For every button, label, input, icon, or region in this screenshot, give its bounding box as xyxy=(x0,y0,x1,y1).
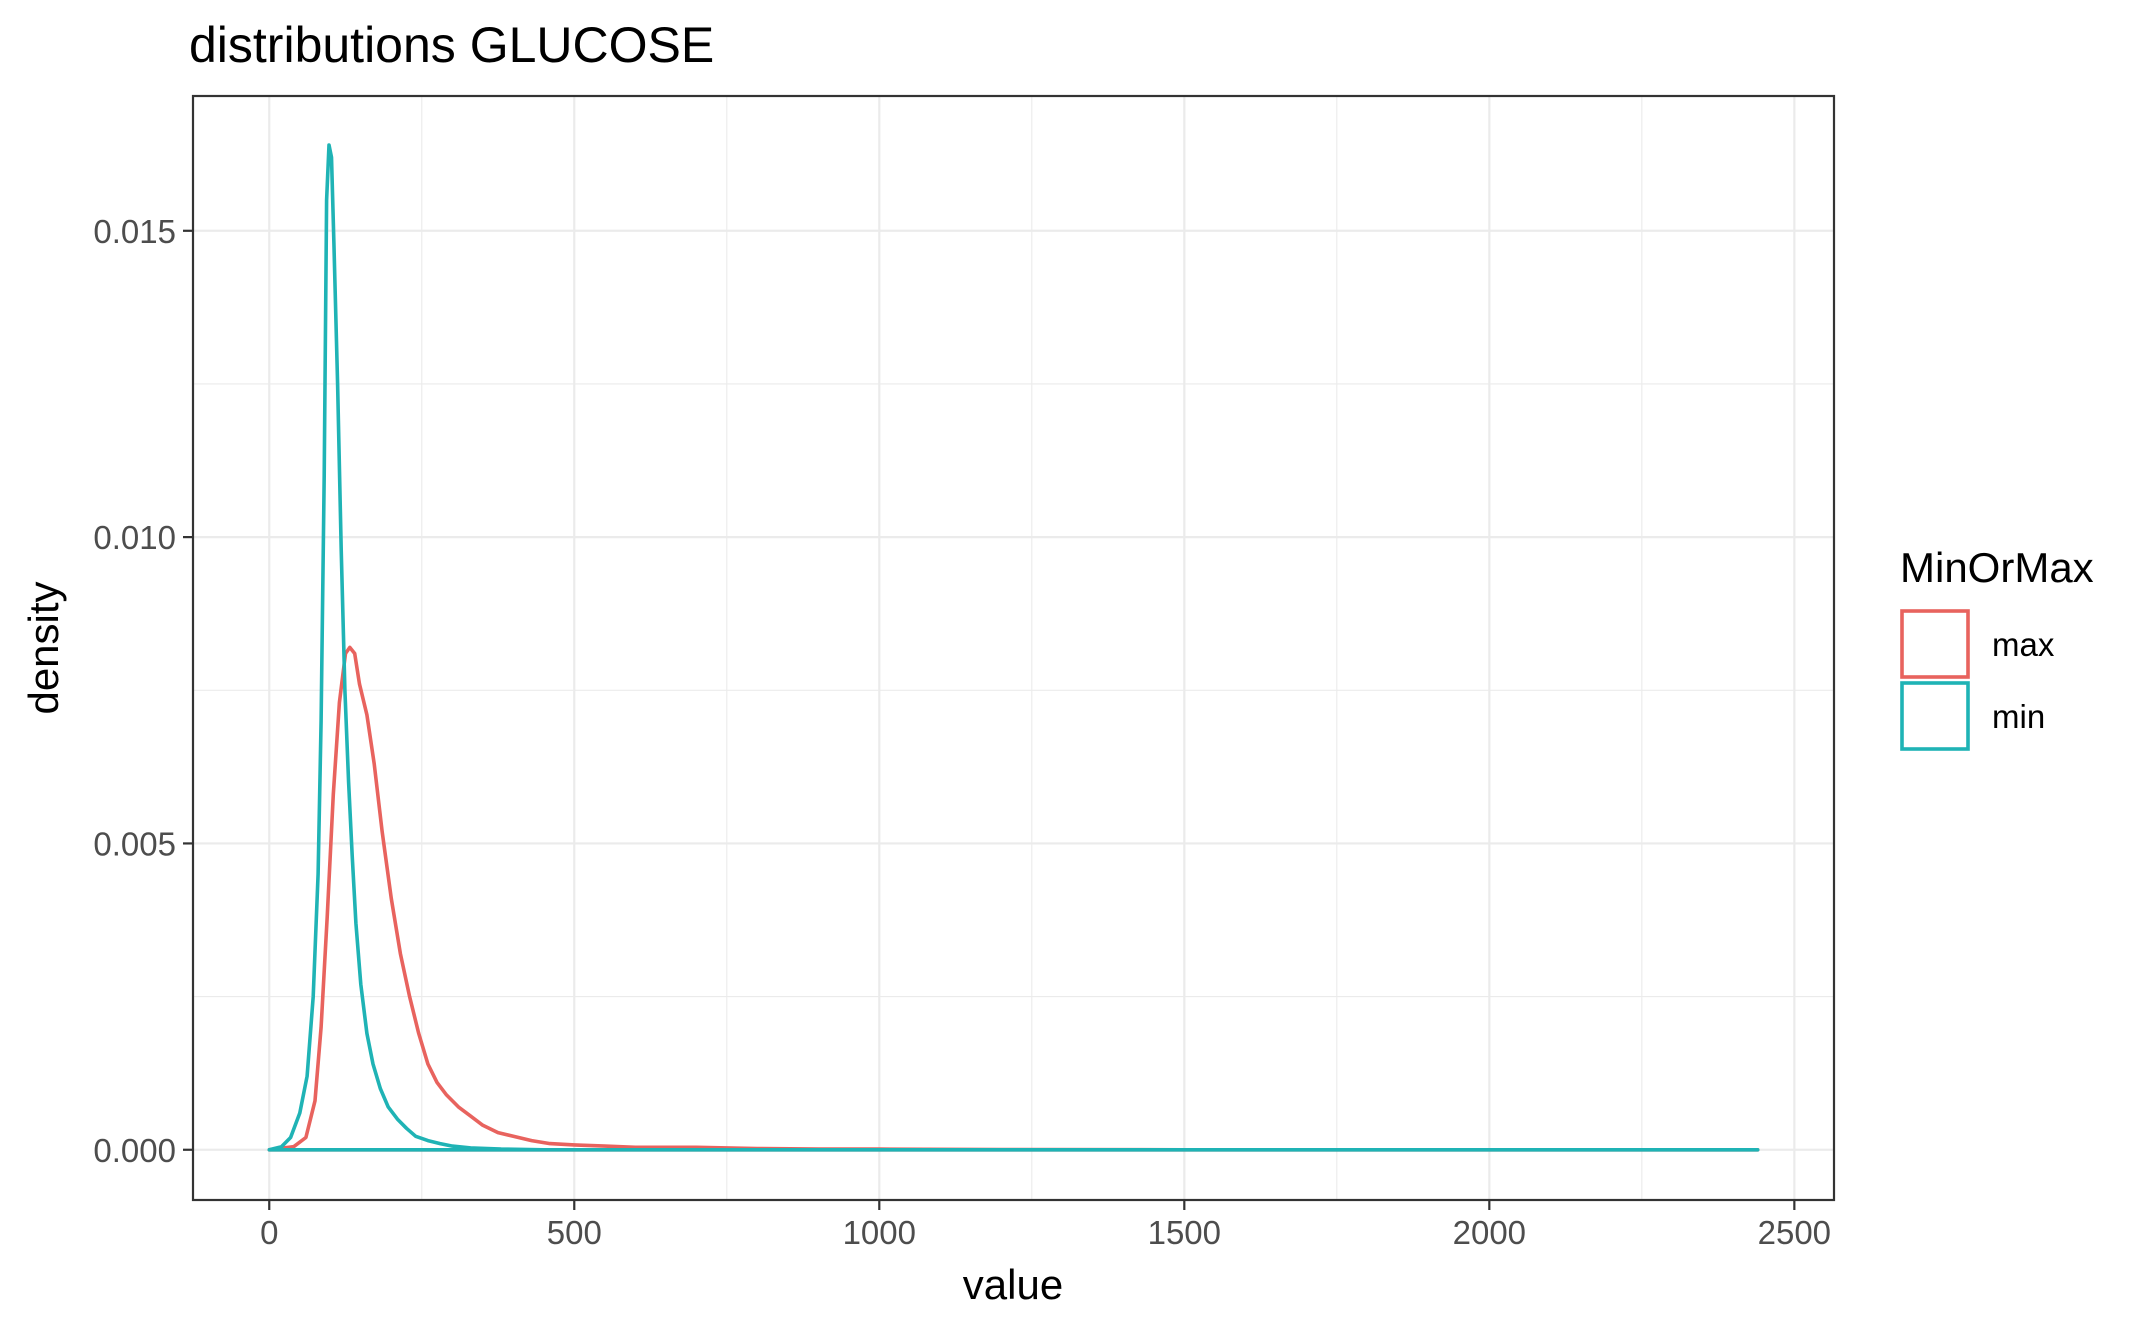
y-axis-ticks: 0.000 0.005 0.010 0.015 xyxy=(93,213,193,1169)
legend: MinOrMax max min xyxy=(1900,544,2094,751)
y-tick-label-2: 0.010 xyxy=(93,519,176,556)
series-line-min xyxy=(267,143,1760,1152)
legend-label-max: max xyxy=(1992,626,2055,663)
y-tick-label-0: 0.000 xyxy=(93,1132,176,1169)
legend-title: MinOrMax xyxy=(1900,544,2094,591)
x-tick-label-4: 2000 xyxy=(1453,1214,1526,1251)
x-tick-label-0: 0 xyxy=(260,1214,278,1251)
x-tick-label-1: 500 xyxy=(547,1214,602,1251)
legend-label-min: min xyxy=(1992,698,2045,735)
x-axis-title: value xyxy=(963,1261,1063,1308)
major-gridlines xyxy=(193,96,1834,1200)
legend-key-min xyxy=(1900,681,1970,751)
legend-key-max xyxy=(1900,609,1970,679)
chart-title: distributions GLUCOSE xyxy=(189,17,714,73)
minor-gridlines xyxy=(193,96,1834,1200)
y-axis-title: density xyxy=(20,581,67,714)
series-lines xyxy=(267,143,1760,1152)
y-tick-label-3: 0.015 xyxy=(93,213,176,250)
x-tick-label-3: 1500 xyxy=(1148,1214,1221,1251)
x-tick-label-2: 1000 xyxy=(843,1214,916,1251)
x-tick-label-5: 2500 xyxy=(1758,1214,1831,1251)
x-axis-ticks: 0 500 1000 1500 2000 2500 xyxy=(260,1200,1831,1251)
series-line-max xyxy=(267,645,1760,1152)
panel-border xyxy=(191,94,1836,1202)
y-tick-label-1: 0.005 xyxy=(93,825,176,862)
